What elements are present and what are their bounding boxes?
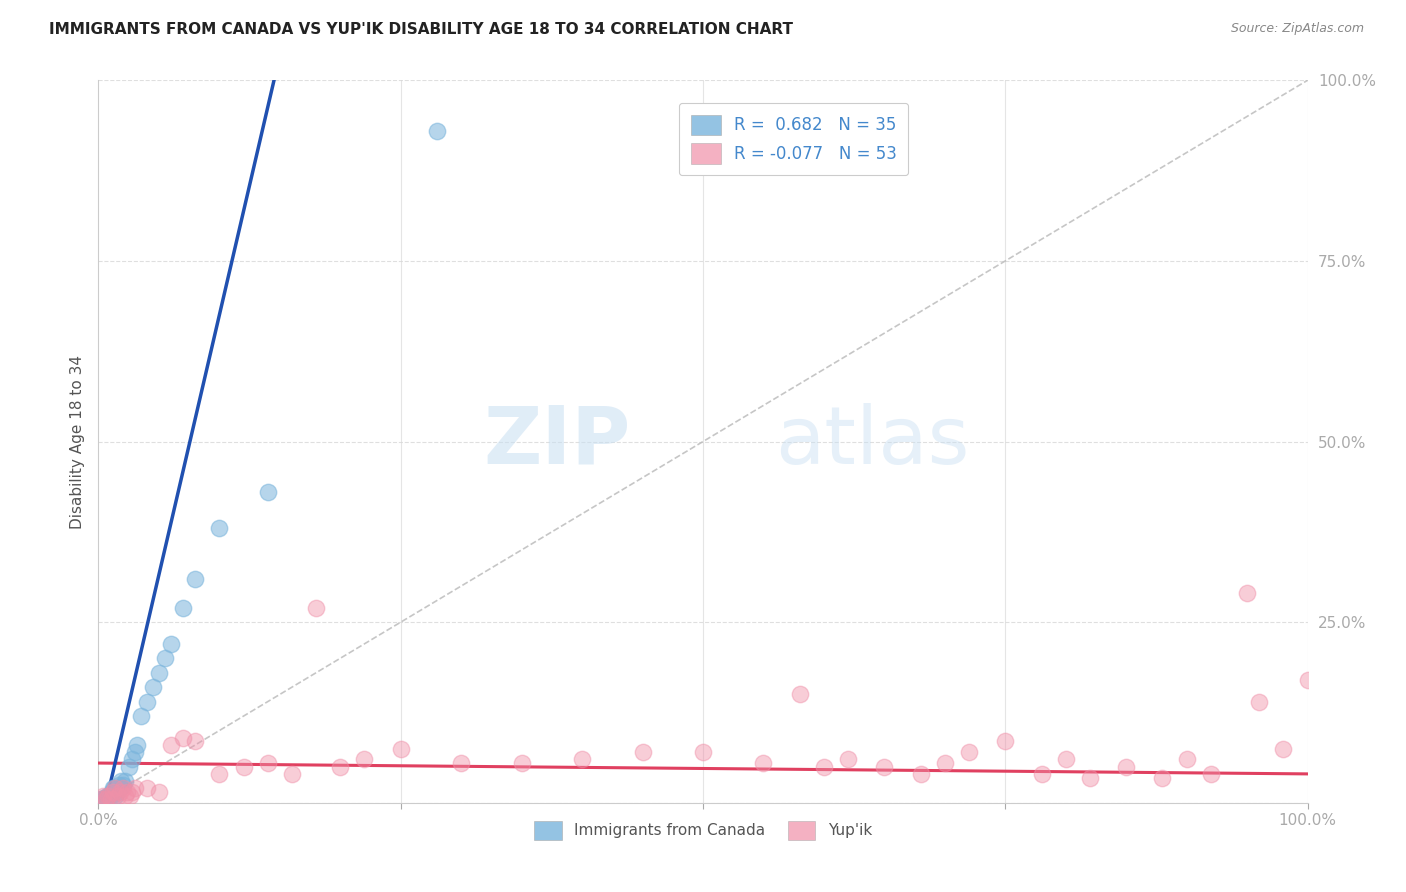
Point (129, 709, 152, 723)
Point (184, 572, 207, 586)
Point (789, 687, 811, 701)
Point (103, 781, 125, 796)
Text: atlas: atlas (776, 402, 970, 481)
Point (94, 792, 117, 806)
Point (631, 745, 654, 759)
Point (104, 789, 127, 803)
Point (93, 792, 115, 806)
Point (426, 124, 449, 138)
Point (111, 781, 134, 796)
Point (118, 760, 141, 774)
Point (100, 789, 122, 803)
Point (1152, 771, 1174, 785)
Point (124, 781, 146, 796)
Point (114, 774, 136, 789)
Point (100, 792, 122, 806)
Point (571, 752, 593, 766)
Point (1199, 767, 1222, 781)
Point (1272, 741, 1295, 756)
Point (97, 789, 120, 803)
Point (813, 760, 835, 774)
Point (107, 781, 129, 796)
Point (90, 792, 112, 806)
Point (96, 789, 118, 803)
Point (135, 781, 157, 796)
Point (117, 785, 139, 799)
Point (208, 767, 231, 781)
Point (94, 792, 117, 806)
Point (1296, 673, 1319, 687)
Point (142, 680, 165, 694)
Point (837, 752, 859, 766)
Point (873, 760, 896, 774)
Point (91, 792, 114, 806)
Point (208, 521, 231, 535)
Point (752, 756, 775, 770)
Point (107, 789, 129, 803)
Point (184, 734, 207, 748)
Text: IMMIGRANTS FROM CANADA VS YUP'IK DISABILITY AGE 18 TO 34 CORRELATION CHART: IMMIGRANTS FROM CANADA VS YUP'IK DISABIL… (49, 22, 793, 37)
Point (994, 734, 1017, 748)
Point (91, 789, 114, 803)
Point (118, 789, 141, 803)
Point (121, 752, 143, 766)
Point (101, 781, 124, 796)
Point (100, 785, 122, 799)
Point (108, 781, 131, 796)
Point (97, 789, 120, 803)
Point (329, 760, 352, 774)
Text: ZIP: ZIP (484, 402, 630, 481)
Point (256, 485, 278, 500)
Point (305, 600, 328, 615)
Point (98, 789, 121, 803)
Point (91, 792, 114, 806)
Y-axis label: Disability Age 18 to 34: Disability Age 18 to 34 (69, 354, 84, 529)
Point (934, 756, 956, 770)
Point (114, 789, 136, 803)
Point (1054, 752, 1077, 766)
Point (510, 756, 533, 770)
Point (353, 752, 375, 766)
Point (256, 756, 278, 770)
Point (108, 778, 131, 792)
Point (232, 760, 254, 774)
Point (692, 745, 714, 759)
Point (450, 756, 472, 770)
Point (111, 778, 134, 792)
Point (1175, 752, 1198, 766)
Point (389, 741, 412, 756)
Point (104, 781, 127, 796)
Point (127, 738, 149, 752)
Point (124, 745, 146, 759)
Point (957, 745, 980, 759)
Point (1236, 586, 1258, 600)
Point (148, 665, 170, 680)
Point (105, 785, 128, 799)
Point (101, 785, 124, 799)
Point (281, 767, 304, 781)
Point (910, 767, 932, 781)
Point (172, 600, 194, 615)
Point (1115, 760, 1137, 774)
Point (1031, 767, 1053, 781)
Point (153, 651, 176, 665)
Point (160, 637, 183, 651)
Point (1078, 771, 1101, 785)
Point (172, 731, 194, 745)
Point (135, 695, 157, 709)
Point (121, 785, 143, 799)
Point (108, 785, 131, 799)
Point (90, 792, 112, 806)
Point (160, 738, 183, 752)
Point (110, 774, 132, 789)
Point (148, 785, 170, 799)
Legend: Immigrants from Canada, Yup'ik: Immigrants from Canada, Yup'ik (529, 815, 877, 846)
Text: Source: ZipAtlas.com: Source: ZipAtlas.com (1230, 22, 1364, 36)
Point (1249, 695, 1271, 709)
